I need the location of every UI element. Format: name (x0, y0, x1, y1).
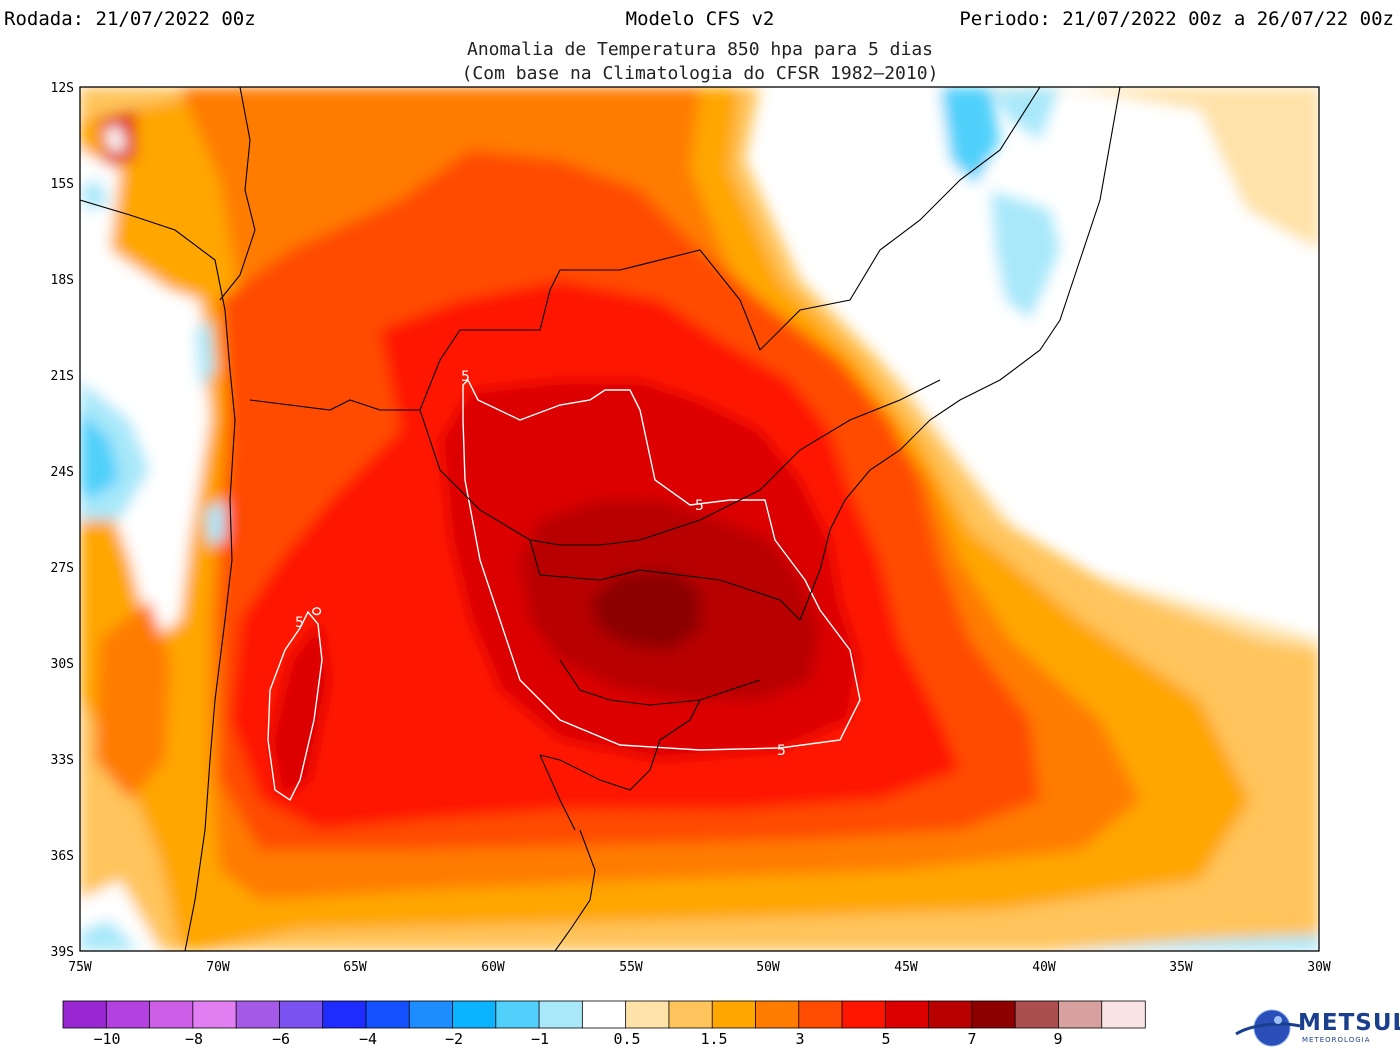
longitude-axis: 75W 70W 65W 60W 55W 50W 45W 40W 35W 30W (68, 960, 1331, 975)
colorbar-label: −6 (272, 1030, 290, 1048)
contour-label: 5 (461, 369, 470, 385)
colorbar-label: −10 (93, 1030, 120, 1048)
colorbar-label: −4 (359, 1030, 377, 1048)
lat-tick-label: 39S (51, 945, 74, 960)
lat-tick-label: 27S (51, 561, 74, 576)
colorbar-swatch (755, 1000, 800, 1029)
contour-label: 5 (295, 615, 304, 631)
globe-icon (1235, 1009, 1301, 1047)
colorbar-labels: −10 −8 −6 −4 −2 −1 0.5 1.5 3 5 7 9 (93, 1030, 1062, 1048)
colorbar-swatch (668, 1000, 713, 1029)
colorbar-label: 0.5 (613, 1030, 640, 1048)
colorbar-swatch (322, 1000, 367, 1029)
colorbar-swatch (149, 1000, 194, 1029)
lon-tick-label: 45W (894, 960, 918, 975)
colorbar-label: 5 (881, 1030, 890, 1048)
latitude-axis: 12S 15S 18S 21S 24S 27S 30S 33S 36S 39S (51, 81, 74, 960)
metsul-logo: METSUL METEOROLOGIA (1232, 1004, 1400, 1052)
lon-tick-label: 75W (68, 960, 92, 975)
lon-tick-label: 55W (619, 960, 643, 975)
lon-tick-label: 70W (206, 960, 230, 975)
lat-tick-label: 18S (51, 273, 74, 288)
colorbar-swatch (1014, 1000, 1060, 1029)
colorbar-swatch (928, 1000, 973, 1029)
colorbar-swatch (538, 1000, 584, 1029)
lon-tick-label: 35W (1169, 960, 1193, 975)
colorbar-swatch (971, 1000, 1016, 1029)
colorbar-label: −1 (531, 1030, 549, 1048)
contour-label: 5 (695, 498, 704, 514)
lon-tick-label: 30W (1307, 960, 1331, 975)
lat-tick-label: 21S (51, 369, 74, 384)
colorbar-label: −8 (185, 1030, 203, 1048)
colorbar-label: 7 (967, 1030, 976, 1048)
colorbar-swatch (711, 1000, 757, 1029)
lat-tick-label: 15S (51, 177, 74, 192)
country-borders (80, 87, 1121, 951)
map-frame (79, 86, 1320, 952)
colorbar-label: 9 (1053, 1030, 1062, 1048)
lat-tick-label: 30S (51, 657, 74, 672)
lat-tick-label: 36S (51, 849, 74, 864)
colorbar-swatch (278, 1000, 324, 1029)
map-title: Anomalia de Temperatura 850 hpa para 5 d… (467, 39, 933, 60)
lat-tick-label: 33S (51, 753, 74, 768)
colorbar-swatch (798, 1000, 843, 1029)
colorbar-label: 3 (795, 1030, 804, 1048)
colorbar-swatch (581, 1000, 627, 1029)
colorbar-swatch (1101, 1000, 1146, 1029)
colorbar-swatch (235, 1000, 281, 1029)
map-subtitle: (Com base na Climatologia do CFSR 1982–2… (461, 63, 939, 84)
anomaly-shading (80, 87, 1319, 951)
anomaly-contour-lines (267, 378, 861, 802)
colorbar-label: 1.5 (700, 1030, 727, 1048)
lat-tick-label: 12S (51, 81, 74, 96)
colorbar-swatch (884, 1000, 930, 1029)
lon-tick-label: 50W (756, 960, 780, 975)
run-date: Rodada: 21/07/2022 00z (4, 8, 256, 30)
colorbar-swatch (495, 1000, 540, 1029)
contour-label: 5 (777, 743, 786, 759)
colorbar-label: −2 (445, 1030, 463, 1048)
colorbar-swatch (62, 1000, 107, 1029)
logo-text: METSUL (1298, 1010, 1400, 1036)
colorbar-swatch (408, 1000, 454, 1029)
colorbar (62, 1000, 1146, 1029)
logo-subtext: METEOROLOGIA (1302, 1036, 1371, 1044)
contour-labels: 5 5 5 5 (295, 369, 786, 759)
colorbar-swatch (841, 1000, 887, 1029)
colorbar-swatch (365, 1000, 410, 1029)
forecast-period: Periodo: 21/07/2022 00z a 26/07/22 00z (959, 8, 1394, 30)
colorbar-swatch (105, 1000, 151, 1029)
lat-tick-label: 24S (51, 465, 74, 480)
colorbar-swatch (1058, 1000, 1103, 1029)
colorbar-swatch (625, 1000, 670, 1029)
colorbar-swatch (192, 1000, 237, 1029)
lon-tick-label: 60W (481, 960, 505, 975)
colorbar-swatch (452, 1000, 497, 1029)
model-name: Modelo CFS v2 (625, 8, 775, 30)
lon-tick-label: 40W (1032, 960, 1056, 975)
lon-tick-label: 65W (343, 960, 367, 975)
